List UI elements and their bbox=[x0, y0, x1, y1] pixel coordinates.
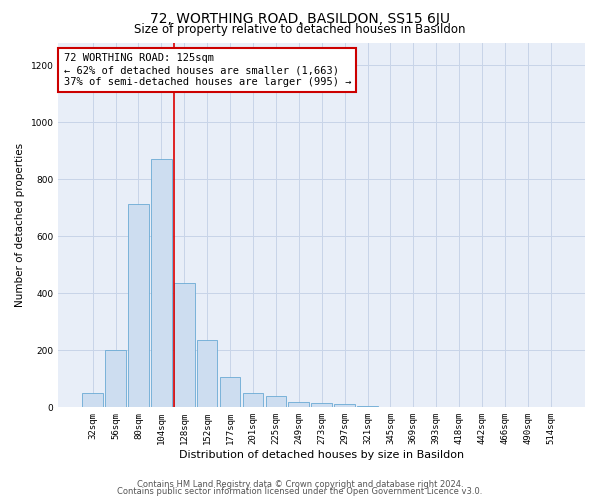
Bar bbox=[151, 160, 172, 408]
Bar bbox=[220, 378, 241, 408]
Bar bbox=[197, 340, 217, 407]
Bar bbox=[311, 403, 332, 407]
Bar bbox=[334, 404, 355, 407]
Bar bbox=[266, 396, 286, 407]
Y-axis label: Number of detached properties: Number of detached properties bbox=[15, 143, 25, 307]
Text: Size of property relative to detached houses in Basildon: Size of property relative to detached ho… bbox=[134, 22, 466, 36]
X-axis label: Distribution of detached houses by size in Basildon: Distribution of detached houses by size … bbox=[179, 450, 464, 460]
Text: Contains HM Land Registry data © Crown copyright and database right 2024.: Contains HM Land Registry data © Crown c… bbox=[137, 480, 463, 489]
Text: Contains public sector information licensed under the Open Government Licence v3: Contains public sector information licen… bbox=[118, 487, 482, 496]
Bar bbox=[105, 350, 126, 408]
Text: 72 WORTHING ROAD: 125sqm
← 62% of detached houses are smaller (1,663)
37% of sem: 72 WORTHING ROAD: 125sqm ← 62% of detach… bbox=[64, 54, 351, 86]
Bar bbox=[289, 402, 309, 407]
Bar bbox=[128, 204, 149, 408]
Bar bbox=[174, 284, 194, 408]
Bar bbox=[242, 393, 263, 407]
Text: 72, WORTHING ROAD, BASILDON, SS15 6JU: 72, WORTHING ROAD, BASILDON, SS15 6JU bbox=[150, 12, 450, 26]
Bar bbox=[357, 406, 378, 407]
Bar bbox=[82, 393, 103, 407]
